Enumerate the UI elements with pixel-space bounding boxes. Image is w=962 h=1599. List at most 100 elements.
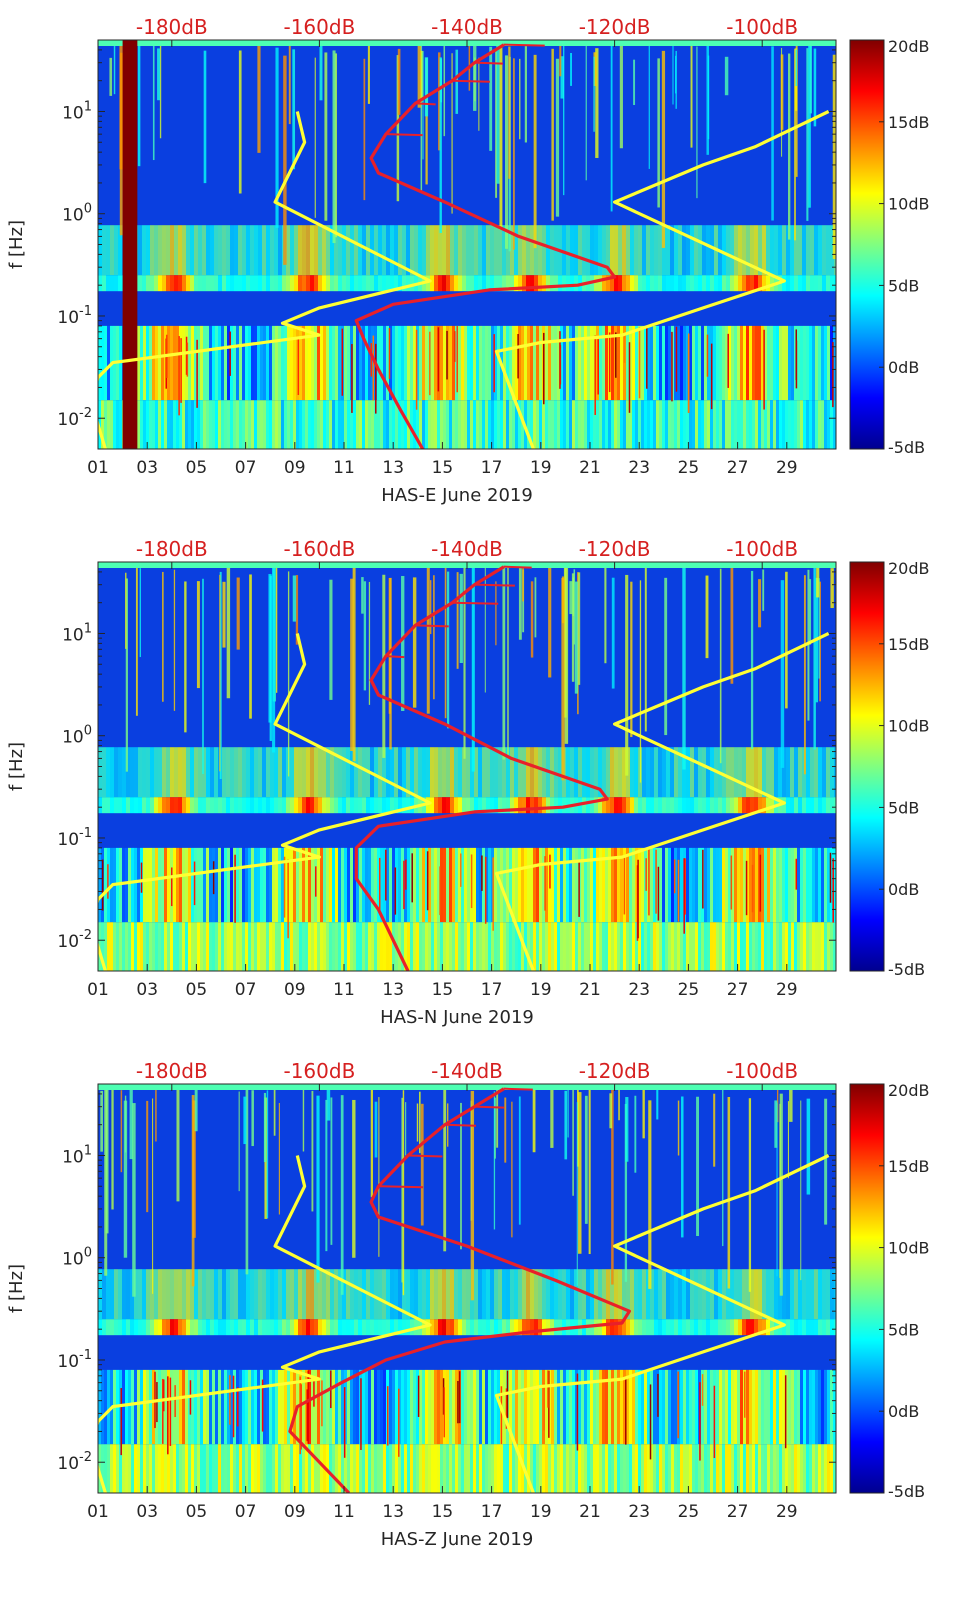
heatmap-band-cell bbox=[446, 1269, 450, 1320]
heatmap-transient bbox=[212, 861, 215, 895]
heatmap-transient bbox=[646, 326, 648, 389]
heatmap-low-cell bbox=[380, 325, 383, 401]
heatmap-streak bbox=[618, 1088, 620, 1121]
heatmap-lowest-cell bbox=[686, 922, 689, 971]
heatmap-lowest-cell bbox=[335, 1444, 338, 1493]
heatmap-lowest-cell bbox=[236, 1444, 239, 1493]
heatmap-lowest-cell bbox=[263, 400, 266, 449]
heatmap-low-cell bbox=[560, 847, 563, 923]
heatmap-low-cell bbox=[416, 325, 419, 401]
heatmap-transient bbox=[608, 332, 611, 393]
heatmap-transient bbox=[403, 860, 405, 910]
heatmap-lowest-cell bbox=[143, 922, 146, 971]
heatmap-streak bbox=[478, 57, 480, 131]
heatmap-streak bbox=[420, 50, 424, 102]
heatmap-lowest-cell bbox=[155, 922, 158, 971]
heatmap-streak bbox=[585, 43, 587, 181]
heatmap-band-cell bbox=[358, 1269, 362, 1320]
heatmap-low-cell bbox=[371, 1369, 374, 1445]
heatmap-lowest-cell bbox=[416, 922, 419, 971]
heatmap-low-cell bbox=[800, 325, 803, 401]
heatmap-lowest-cell bbox=[821, 1444, 824, 1493]
colorbar-tick-label: 20dB bbox=[888, 37, 930, 56]
heatmap-low-cell bbox=[98, 847, 101, 923]
heatmap-low-cell bbox=[431, 325, 434, 401]
heatmap-band-cell bbox=[254, 1269, 258, 1320]
heatmap-streak bbox=[706, 40, 709, 155]
heatmap-low-cell bbox=[269, 1369, 272, 1445]
heatmap-lowest-cell bbox=[236, 922, 239, 971]
heatmap-low-cell bbox=[449, 1369, 452, 1445]
heatmap-band-cell bbox=[706, 225, 710, 276]
heatmap-lowest-cell bbox=[206, 1444, 209, 1493]
psd-line bbox=[354, 565, 609, 971]
heatmap-streak bbox=[809, 41, 812, 114]
heatmap-band-cell bbox=[214, 747, 218, 798]
heatmap-low-cell bbox=[263, 847, 266, 923]
heatmap-low-cell bbox=[185, 847, 188, 923]
heatmap-low-cell bbox=[752, 1369, 755, 1445]
heatmap-band-cell bbox=[818, 747, 822, 798]
heatmap-lowest-cell bbox=[788, 922, 791, 971]
heatmap-lowest-cell bbox=[398, 400, 401, 449]
heatmap-low-cell bbox=[233, 1369, 236, 1445]
heatmap-lowest-cell bbox=[134, 1444, 137, 1493]
heatmap-peak-cell bbox=[366, 1319, 370, 1336]
heatmap-peak-cell bbox=[350, 275, 354, 292]
heatmap-streak bbox=[690, 43, 693, 148]
heatmap-band-cell bbox=[222, 747, 226, 798]
heatmap-transient bbox=[829, 852, 832, 903]
heatmap-low-cell bbox=[350, 1369, 353, 1445]
heatmap-low-cell bbox=[326, 1369, 329, 1445]
heatmap-peak-cell bbox=[270, 275, 274, 292]
heatmap-low-cell bbox=[476, 847, 479, 923]
heatmap-band-cell bbox=[390, 747, 394, 798]
heatmap-band-cell bbox=[130, 1269, 134, 1320]
heatmap-band-cell bbox=[378, 1269, 382, 1320]
heatmap-peak-cell bbox=[622, 797, 626, 814]
heatmap-lowest-cell bbox=[734, 400, 737, 449]
heatmap-lowest-cell bbox=[401, 1444, 404, 1493]
heatmap-band-cell bbox=[394, 1269, 398, 1320]
heatmap-low-cell bbox=[104, 847, 107, 923]
heatmap-lowest-cell bbox=[395, 1444, 398, 1493]
heatmap-low-cell bbox=[299, 325, 302, 401]
heatmap-lowest-cell bbox=[389, 1444, 392, 1493]
heatmap-peak-cell bbox=[822, 797, 826, 814]
heatmap-band-cell bbox=[822, 225, 826, 276]
heatmap-band-cell bbox=[722, 225, 726, 276]
heatmap-peak-cell bbox=[518, 1319, 522, 1336]
heatmap-low-cell bbox=[707, 847, 710, 923]
heatmap-lowest-cell bbox=[440, 400, 443, 449]
heatmap-band-cell bbox=[746, 225, 750, 276]
heatmap-band-cell bbox=[322, 1269, 326, 1320]
heatmap-streak bbox=[332, 50, 336, 244]
heatmap-peak-cell bbox=[566, 275, 570, 292]
heatmap-lowest-cell bbox=[428, 1444, 431, 1493]
top-tick-label: -140dB bbox=[431, 15, 503, 39]
heatmap-streak bbox=[560, 56, 564, 99]
heatmap-peak-cell bbox=[638, 275, 642, 292]
heatmap-lowest-cell bbox=[494, 1444, 497, 1493]
heatmap-band-cell bbox=[726, 1269, 730, 1320]
heatmap-low-cell bbox=[440, 847, 443, 923]
heatmap-lowest-cell bbox=[716, 922, 719, 971]
heatmap-peak-cell bbox=[694, 275, 698, 292]
heatmap-low-cell bbox=[473, 1369, 476, 1445]
y-tick-base: 10 bbox=[62, 625, 84, 645]
heatmap-band-cell bbox=[182, 225, 186, 276]
heatmap-lowest-cell bbox=[644, 1444, 647, 1493]
heatmap-transient bbox=[170, 867, 173, 907]
heatmap-low-cell bbox=[494, 847, 497, 923]
heatmap-low-cell bbox=[716, 325, 719, 401]
heatmap-lowest-cell bbox=[155, 1444, 158, 1493]
heatmap-low-cell bbox=[353, 325, 356, 401]
heatmap-band-cell bbox=[346, 225, 350, 276]
heatmap-peak-cell bbox=[442, 1319, 446, 1336]
heatmap-low-cell bbox=[779, 325, 782, 401]
heatmap-lowest-cell bbox=[734, 1444, 737, 1493]
heatmap-lowest-cell bbox=[413, 400, 416, 449]
heatmap-lowest-cell bbox=[665, 400, 668, 449]
heatmap-band-cell bbox=[238, 747, 242, 798]
heatmap-lowest-cell bbox=[653, 1444, 656, 1493]
